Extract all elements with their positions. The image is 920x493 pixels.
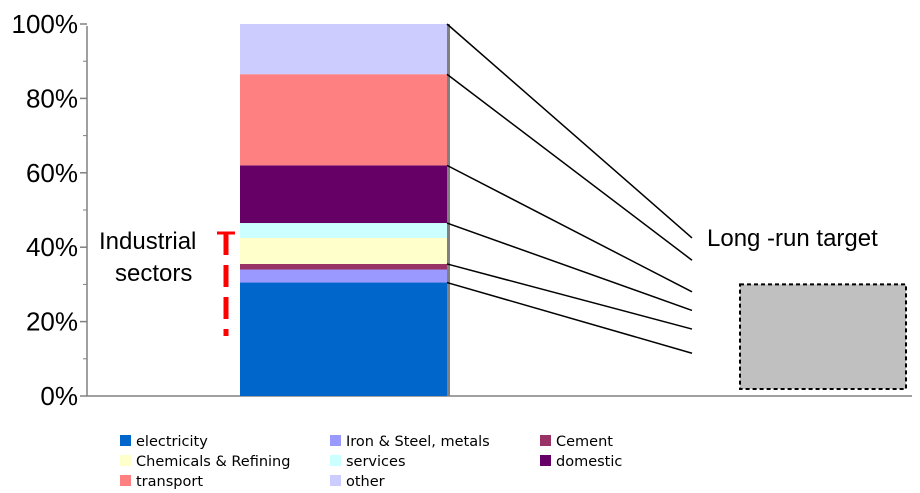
legend-label: transport <box>136 474 203 490</box>
bar-segment <box>240 263 447 270</box>
legend-label: domestic <box>556 454 622 470</box>
legend-swatch <box>540 455 551 466</box>
connector-line <box>446 281 693 354</box>
legend-label: other <box>346 474 385 490</box>
y-tick-label: 20% <box>26 307 78 337</box>
y-tick-label: 40% <box>26 232 78 262</box>
bar-segment <box>240 165 447 224</box>
bar-segment <box>240 223 447 238</box>
y-tick-label: 80% <box>26 83 78 113</box>
bar-segment <box>240 237 447 264</box>
connector-line <box>446 263 693 330</box>
industrial-sectors-bracket <box>217 231 235 336</box>
legend-label: Cement <box>556 434 613 450</box>
connector-line <box>446 222 693 312</box>
connector-line <box>446 164 693 293</box>
bar-segment <box>240 24 447 75</box>
industrial-sectors-label-line2: sectors <box>115 260 192 287</box>
y-tick-label: 100% <box>12 9 79 39</box>
connector-lines <box>446 23 693 354</box>
legend-swatch <box>120 435 131 446</box>
legend-label: electricity <box>136 434 208 450</box>
legend-swatch <box>330 455 341 466</box>
y-axis-tick-labels: 0% 20% 40% 60% 80% 100% <box>12 9 79 411</box>
legend-swatch <box>330 435 341 446</box>
y-axis-ticks <box>80 23 87 397</box>
target-label: Long -run target <box>707 225 878 252</box>
bar-segment <box>240 282 447 396</box>
y-tick-label: 60% <box>26 158 78 188</box>
target-bar <box>739 283 907 390</box>
legend-label: services <box>346 454 406 470</box>
bar-segment <box>240 74 447 166</box>
legend-label: Chemicals & Refining <box>136 454 290 470</box>
legend-swatch <box>540 435 551 446</box>
bar-segment <box>240 269 447 283</box>
bar-segments <box>240 24 447 396</box>
legend-swatch <box>120 475 131 486</box>
legend: electricity Iron & Steel, metals Cement Che… <box>120 434 622 490</box>
y-tick-label: 0% <box>40 381 78 411</box>
connector-line <box>446 23 693 239</box>
connector-line <box>446 73 693 261</box>
industrial-sectors-label-line1: Industrial <box>99 228 196 255</box>
legend-label: Iron & Steel, metals <box>346 434 490 450</box>
legend-swatch <box>120 455 131 466</box>
legend-swatch <box>330 475 341 486</box>
